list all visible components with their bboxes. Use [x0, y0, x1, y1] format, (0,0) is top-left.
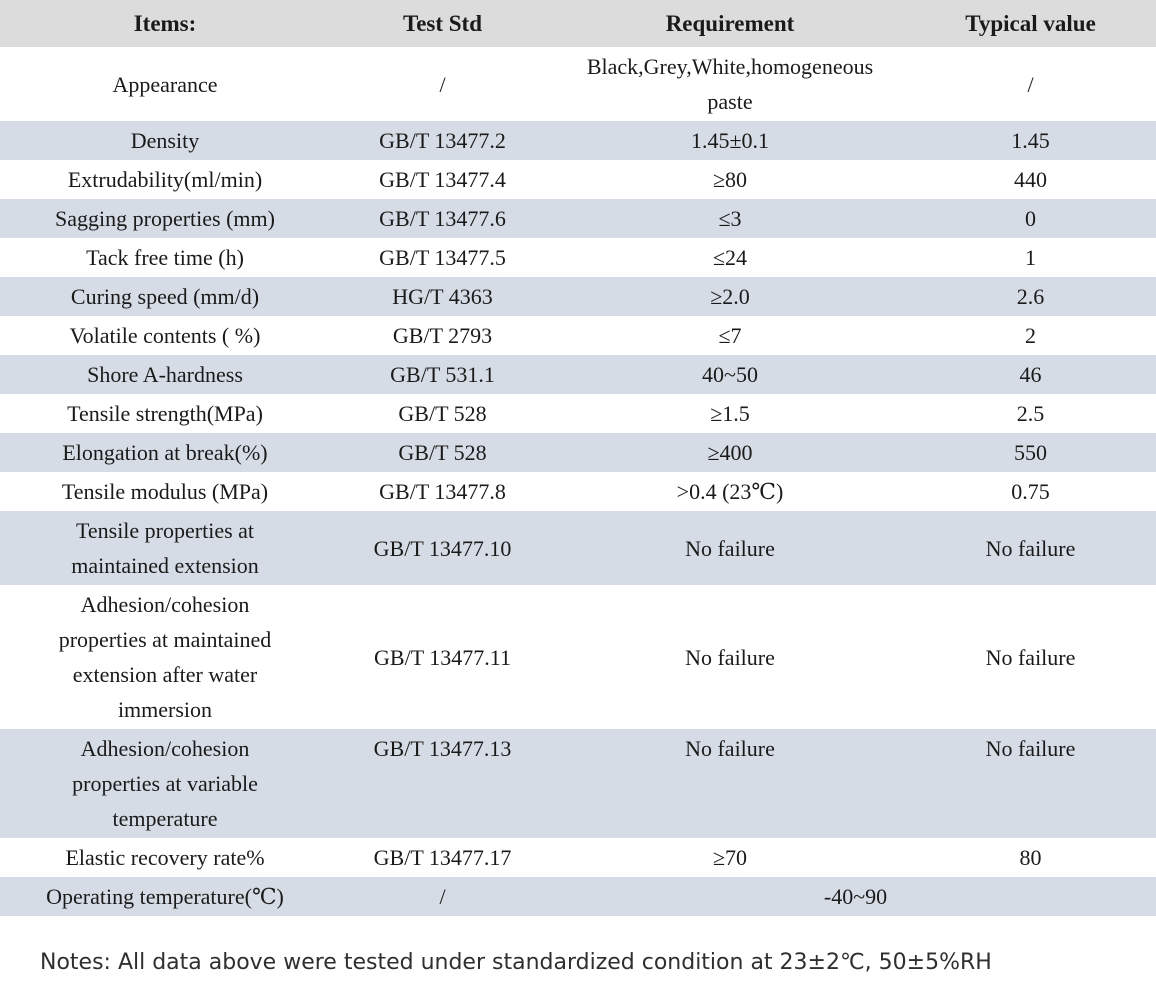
test-std-cell: GB/T 13477.10 — [330, 511, 555, 585]
header-row: Items: Test Std Requirement Typical value — [0, 0, 1156, 47]
item-cell: Appearance — [112, 71, 218, 97]
test-std-cell: GB/T 13477.8 — [379, 479, 506, 504]
typical-value-cell: 80 — [1019, 845, 1042, 870]
notes-text: Notes: All data above were tested under … — [40, 950, 992, 975]
requirement-cell: ≥70 — [712, 845, 748, 870]
table-row: Curing speed (mm/d) HG/T 4363 ≥2.0 2.6 — [0, 277, 1156, 316]
requirement-cell: 40~50 — [555, 355, 905, 394]
item-cell: Density — [0, 121, 330, 160]
requirement-cell: No failure — [685, 644, 775, 670]
test-std-cell: GB/T 531.1 — [330, 355, 555, 394]
test-std-cell: GB/T 13477.17 — [373, 845, 512, 870]
item-cell: Adhesion/cohesion properties at maintain… — [58, 592, 272, 722]
requirement-cell: Black,Grey,White,homogeneous paste — [586, 54, 874, 114]
typical-value-cell: 1.45 — [905, 121, 1156, 160]
item-cell: Volatile contents ( %) — [69, 323, 261, 348]
column-header: Requirement — [555, 0, 905, 47]
item-cell: Elongation at break(%) — [0, 433, 330, 472]
requirement-cell: 1.45±0.1 — [555, 121, 905, 160]
typical-value-cell: 0.75 — [1011, 479, 1050, 504]
table-row: Tack free time (h) GB/T 13477.5 ≤24 1 — [0, 238, 1156, 277]
typical-value-cell: 1 — [1025, 245, 1036, 270]
test-std-cell: / — [439, 71, 446, 97]
item-cell: Elastic recovery rate% — [65, 845, 265, 870]
requirement-cell: ≥2.0 — [555, 277, 905, 316]
test-std-cell: / — [330, 877, 555, 916]
item-cell: Sagging properties (mm) — [0, 199, 330, 238]
requirement-cell: ≤3 — [555, 199, 905, 238]
typical-value-cell: 46 — [905, 355, 1156, 394]
item-cell: Tensile modulus (MPa) — [61, 479, 269, 504]
test-std-cell: GB/T 13477.11 — [374, 644, 511, 670]
requirement-cell: No failure — [555, 511, 905, 585]
spec-table: Items: Test Std Requirement Typical value Ap… — [0, 0, 1156, 916]
item-cell: Tack free time (h) — [86, 245, 244, 270]
requirement-cell: ≥80 — [712, 167, 748, 192]
typical-value-cell: / — [1027, 71, 1034, 97]
table-row: Operating temperature(℃) / -40~90 — [0, 877, 1156, 916]
table-row: Volatile contents ( %) GB/T 2793 ≤7 2 — [0, 316, 1156, 355]
typical-value-cell: 2.5 — [1016, 401, 1045, 426]
table-row: Adhesion/cohesion properties at variable… — [0, 729, 1156, 838]
test-std-cell: GB/T 2793 — [392, 323, 493, 348]
requirement-cell: ≤24 — [712, 245, 748, 270]
table-row: Sagging properties (mm) GB/T 13477.6 ≤3 0 — [0, 199, 1156, 238]
table-row: Tensile strength(MPa) GB/T 528 ≥1.5 2.5 — [0, 394, 1156, 433]
test-std-cell: GB/T 13477.6 — [330, 199, 555, 238]
table-row: Appearance / Black,Grey,White,homogeneous … — [0, 47, 1156, 121]
item-cell: Tensile strength(MPa) — [67, 401, 263, 426]
table-row: Adhesion/cohesion properties at maintain… — [0, 585, 1156, 729]
table-row: Elastic recovery rate% GB/T 13477.17 ≥70 80 — [0, 838, 1156, 877]
table-row: Extrudability(ml/min) GB/T 13477.4 ≥80 440 — [0, 160, 1156, 199]
column-header: Test Std — [330, 0, 555, 47]
requirement-cell: >0.4 (23℃) — [676, 479, 784, 504]
requirement-cell: ≥400 — [555, 433, 905, 472]
table-row: Elongation at break(%) GB/T 528 ≥400 550 — [0, 433, 1156, 472]
typical-value-cell: 0 — [905, 199, 1156, 238]
merged-range-cell: -40~90 — [555, 877, 1156, 916]
test-std-cell: GB/T 13477.4 — [379, 167, 506, 192]
table-row: Tensile properties at maintained extensi… — [0, 511, 1156, 585]
typical-value-cell: 2.6 — [905, 277, 1156, 316]
item-cell: Shore A-hardness — [0, 355, 330, 394]
item-cell: Tensile properties at maintained extensi… — [0, 511, 330, 585]
table-row: Shore A-hardness GB/T 531.1 40~50 46 — [0, 355, 1156, 394]
item-cell: Adhesion/cohesion properties at variable… — [0, 729, 330, 838]
test-std-cell: GB/T 13477.13 — [330, 729, 555, 838]
test-std-cell: GB/T 528 — [330, 433, 555, 472]
requirement-cell: No failure — [555, 729, 905, 838]
item-cell: Extrudability(ml/min) — [67, 167, 263, 192]
typical-value-cell: No failure — [985, 644, 1076, 670]
test-std-cell: GB/T 13477.5 — [379, 245, 506, 270]
test-std-cell: HG/T 4363 — [330, 277, 555, 316]
test-std-cell: GB/T 13477.2 — [330, 121, 555, 160]
typical-value-cell: 550 — [905, 433, 1156, 472]
table-row: Tensile modulus (MPa) GB/T 13477.8 >0.4 (2… — [0, 472, 1156, 511]
item-cell: Operating temperature(℃) — [0, 877, 330, 916]
typical-value-cell: 440 — [1014, 167, 1047, 192]
column-header: Typical value — [905, 0, 1156, 47]
item-cell: Curing speed (mm/d) — [0, 277, 330, 316]
column-header: Items: — [0, 0, 330, 47]
typical-value-cell: No failure — [905, 729, 1156, 838]
typical-value-cell: No failure — [905, 511, 1156, 585]
typical-value-cell: 2 — [1025, 323, 1036, 348]
table-row: Density GB/T 13477.2 1.45±0.1 1.45 — [0, 121, 1156, 160]
test-std-cell: GB/T 528 — [398, 401, 487, 426]
requirement-cell: ≥1.5 — [710, 401, 750, 426]
requirement-cell: ≤7 — [718, 323, 742, 348]
